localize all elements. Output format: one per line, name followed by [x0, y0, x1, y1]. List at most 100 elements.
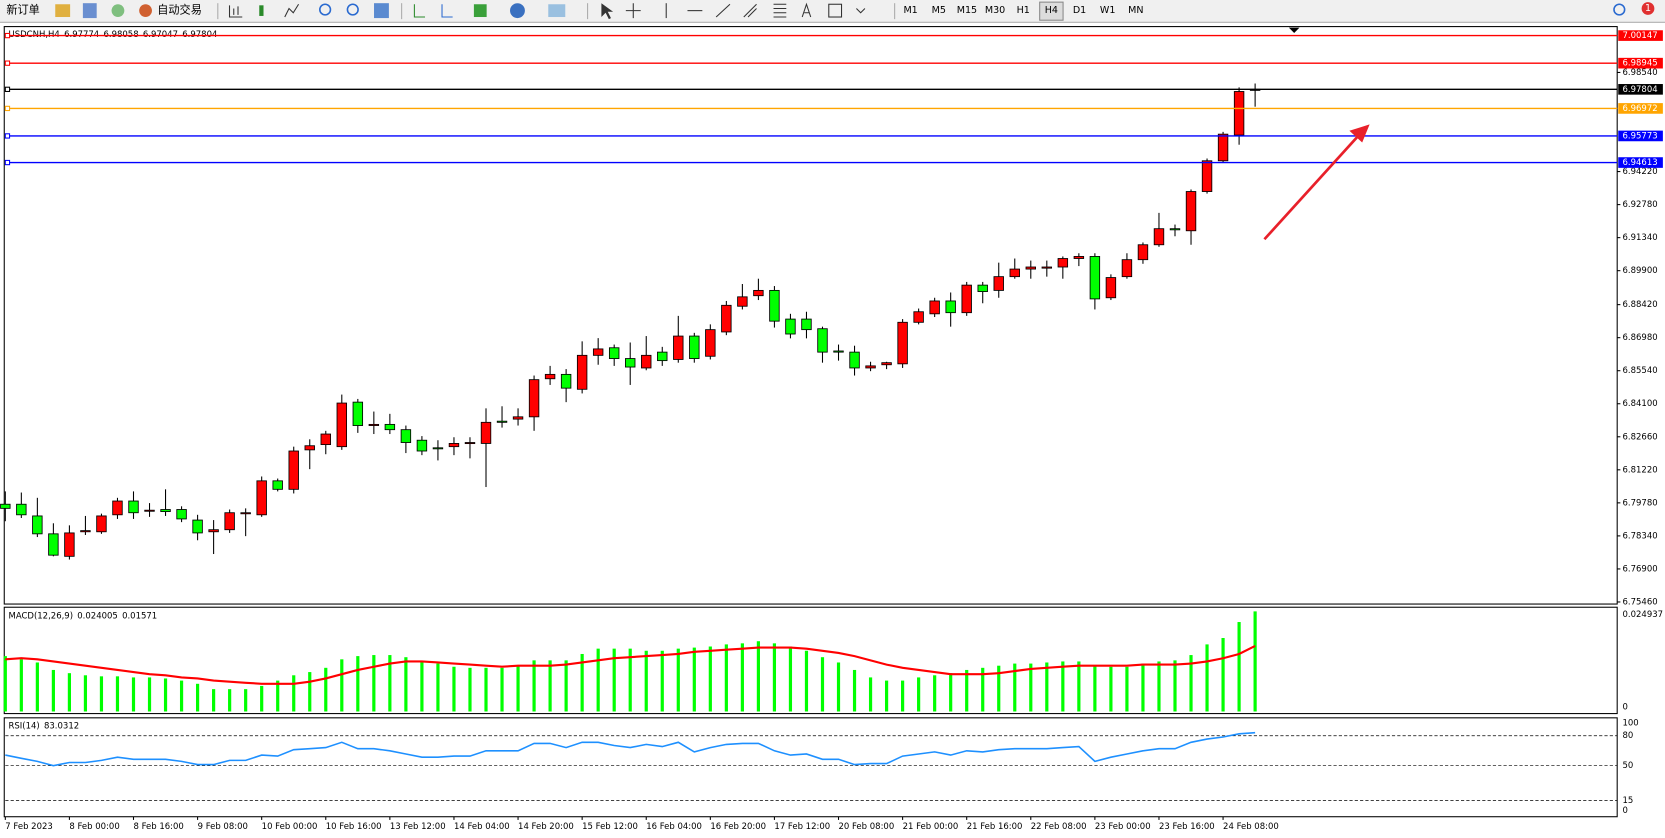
icon-shift[interactable] [413, 4, 426, 18]
icon-fibo[interactable] [773, 3, 787, 18]
timeframe-button[interactable]: M1 [903, 5, 917, 16]
y-tick-label: 100 [1622, 719, 1638, 729]
timeframe-button[interactable]: M5 [932, 5, 946, 16]
candle-body [240, 512, 251, 515]
x-tick-label: 10 Feb 16:00 [326, 822, 382, 832]
icon-folder[interactable] [55, 4, 71, 18]
macd-bar [356, 656, 360, 712]
candle-body [1153, 228, 1165, 246]
icon-tile[interactable] [374, 3, 389, 19]
new-order-label[interactable]: 新订单 [6, 3, 39, 17]
x-tick-label: 16 Feb 20:00 [710, 822, 766, 832]
y-tick-label: 6.82660 [1622, 432, 1657, 442]
icon-text[interactable] [801, 2, 812, 18]
macd-bar [1253, 611, 1257, 712]
timeframe-buttons: M1 M5 M15 M30 H1 H4 D1 W1 MN [903, 1, 1144, 21]
timeframe-button[interactable]: D1 [1073, 5, 1086, 16]
icon-periods[interactable] [510, 3, 525, 19]
macd-bar [212, 689, 216, 712]
timeframe-button[interactable]: H4 [1045, 5, 1058, 16]
macd-bar [933, 675, 937, 712]
icon-auto[interactable] [139, 4, 152, 18]
chart-header: USDCNH,H4 6.97774 6.98058 6.97047 6.97804 [9, 30, 218, 40]
rsi-panel [3, 717, 1618, 818]
icon-crosshair[interactable] [625, 3, 641, 19]
timeframe-button[interactable]: M30 [985, 5, 1005, 16]
icon-indicators[interactable] [473, 4, 487, 18]
icon-label[interactable] [828, 3, 843, 18]
macd-label: MACD(12,26,9) [9, 611, 74, 621]
icon-candles[interactable] [259, 5, 264, 16]
icon-autoscroll[interactable] [441, 4, 453, 18]
candle-body [833, 350, 844, 353]
icon-cursor[interactable] [601, 3, 614, 20]
toolbar-bg [0, 0, 1665, 23]
macd-bar [917, 677, 921, 712]
signal-line [5, 645, 1256, 685]
candle-body [256, 480, 267, 516]
macd-bar [997, 665, 1001, 712]
icon-market[interactable] [82, 3, 97, 19]
candle-body [753, 289, 764, 297]
timeframe-active[interactable] [1039, 1, 1064, 21]
candle-body [849, 351, 860, 369]
candle-body [576, 354, 588, 390]
candle-body [176, 509, 187, 520]
shift-marker [1288, 27, 1300, 33]
y-tick-label: 6.79780 [1622, 498, 1657, 508]
candle-body [544, 373, 556, 380]
icon-search[interactable] [1613, 3, 1626, 16]
icon-bars[interactable] [228, 5, 243, 18]
macd-bar [228, 689, 232, 712]
level-label-bg [1618, 57, 1663, 69]
candle-body [1009, 268, 1020, 278]
level-label-bg [1618, 157, 1663, 168]
macd-bar [67, 673, 71, 712]
macd-bar [804, 650, 809, 712]
candle-body [1233, 91, 1245, 136]
timeframe-button[interactable]: M15 [957, 5, 977, 16]
icon-templates[interactable] [548, 4, 566, 18]
y-tick-label: 6.94220 [1622, 167, 1657, 177]
candle-body [977, 284, 988, 292]
icon-arrows[interactable] [856, 8, 866, 14]
macd-bar [820, 657, 825, 712]
x-tick-label: 21 Feb 00:00 [903, 822, 959, 832]
notification-badge[interactable] [1641, 2, 1655, 15]
y-tick-label: 0.024937 [1622, 610, 1663, 620]
icon-zoom-in[interactable] [319, 3, 332, 16]
macd-bar [852, 669, 857, 712]
icon-signal[interactable] [111, 4, 125, 18]
symbol: USDCNH,H4 [9, 30, 60, 40]
timeframe-button[interactable]: H1 [1017, 5, 1030, 16]
macd-bar [1125, 666, 1129, 712]
icon-zoom-out[interactable] [346, 3, 359, 16]
y-tick-label: 6.91340 [1622, 233, 1657, 243]
icon-channel[interactable] [743, 3, 757, 18]
candle-body [32, 515, 43, 535]
level-label: 6.97804 [1622, 85, 1657, 95]
icon-line[interactable] [284, 3, 300, 18]
macd-bar [548, 660, 552, 712]
auto-trading-label[interactable]: 自动交易 [157, 3, 202, 17]
macd-bar [436, 663, 440, 712]
candle-body [80, 530, 91, 533]
icon-trend[interactable] [715, 3, 731, 18]
macd-bar [660, 650, 664, 712]
level-label: 6.96972 [1622, 104, 1657, 114]
x-tick-label: 16 Feb 04:00 [646, 822, 702, 832]
timeframe-button[interactable]: MN [1128, 5, 1143, 16]
level-handle [4, 86, 11, 92]
macd-bar [1141, 663, 1145, 712]
x-tick-label: 14 Feb 04:00 [454, 822, 510, 832]
y-tick-label: 6.88420 [1622, 300, 1657, 310]
macd-bar [1077, 661, 1081, 712]
x-tick-label: 15 Feb 12:00 [582, 822, 638, 832]
macd-bar [1173, 660, 1177, 712]
timeframe-button[interactable]: W1 [1100, 5, 1116, 16]
ohlc-open: 6.97774 [64, 30, 99, 40]
candle-body [272, 480, 283, 490]
level-handle [4, 60, 11, 66]
